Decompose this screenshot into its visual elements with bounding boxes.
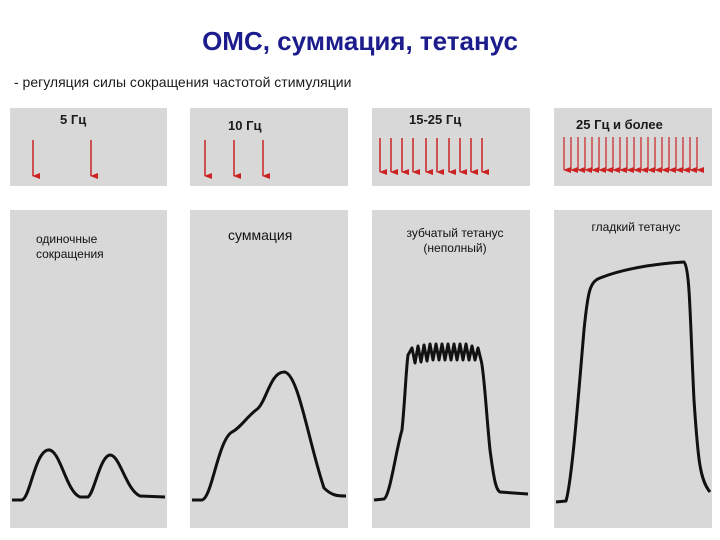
single-twitch-trace [12, 448, 166, 502]
stimulus-arrows-1 [32, 140, 98, 179]
response-label-2: суммация [228, 227, 293, 243]
page-title: ОМС, суммация, тетанус [202, 26, 518, 56]
response-label-3-line-1: зубчатый тетанус [406, 226, 504, 240]
response-panel-1 [10, 210, 167, 528]
stimulus-panel-4 [554, 108, 712, 186]
stimulus-arrows-3 [379, 138, 489, 175]
response-label-3: зубчатый тетанус (неполный) [385, 226, 525, 256]
response-label-1-line-1: одиночные [36, 232, 98, 246]
response-panel-2 [190, 210, 348, 528]
response-label-4: гладкий тетанус [591, 220, 681, 234]
frequency-label-3: 15-25 Гц [409, 112, 462, 127]
subtitle: - регуляция силы сокращения частотой сти… [14, 74, 352, 90]
response-label-1-line-2: сокращения [36, 247, 104, 261]
frequency-label-4: 25 Гц и более [576, 117, 663, 132]
stimulus-arrows-2 [204, 140, 270, 179]
smooth-tetanus-trace [555, 260, 712, 504]
response-label-3-line-2: (неполный) [423, 241, 487, 255]
response-label-1: одиночные сокращения [36, 232, 156, 262]
incomplete-tetanus-trace [373, 342, 529, 502]
summation-trace [192, 370, 347, 502]
frequency-label-1: 5 Гц [60, 112, 87, 127]
frequency-label-2: 10 Гц [228, 118, 262, 133]
stimulus-arrows-4 [563, 137, 704, 173]
response-panel-3 [372, 210, 530, 528]
